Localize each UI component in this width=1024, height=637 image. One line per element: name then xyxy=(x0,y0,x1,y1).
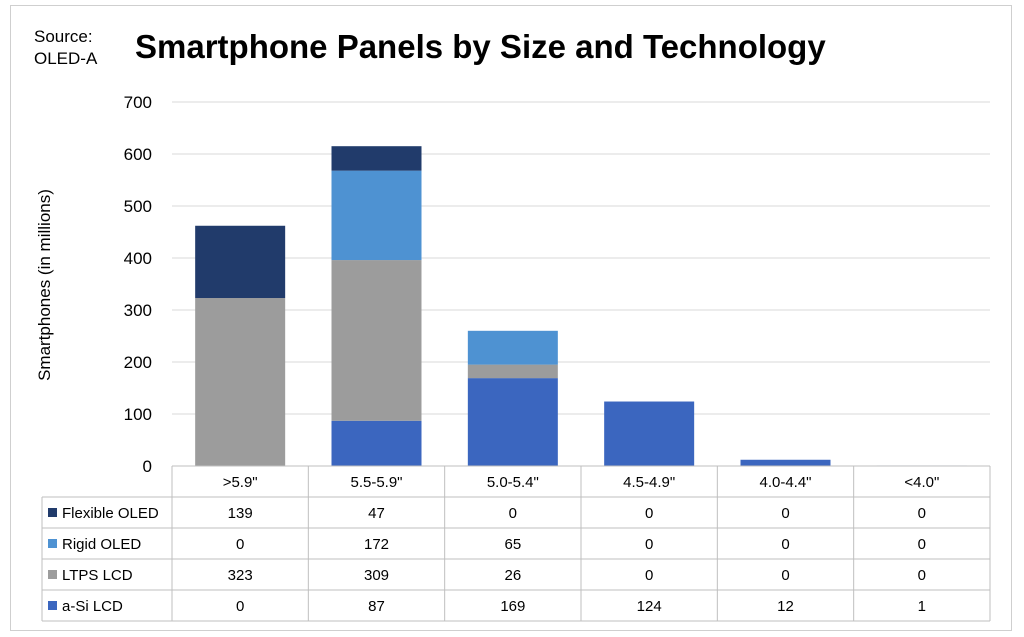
data-label: 1 xyxy=(918,598,926,615)
y-tick-label: 0 xyxy=(143,457,152,476)
source-note: Source: OLED-A xyxy=(34,26,97,70)
data-label: 0 xyxy=(645,567,653,584)
bar-a-si-lcd xyxy=(740,459,831,466)
category-label: 5.0-5.4" xyxy=(487,474,539,491)
category-label: <4.0" xyxy=(904,474,939,491)
category-label: 4.5-4.9" xyxy=(623,474,675,491)
source-value: OLED-A xyxy=(34,49,98,68)
bar-ltps-lcd xyxy=(467,364,558,379)
data-label: 323 xyxy=(228,567,253,584)
data-label: 87 xyxy=(368,598,385,615)
bar-ltps-lcd xyxy=(195,298,286,466)
y-tick-label: 600 xyxy=(124,145,152,164)
source-label: Source: xyxy=(34,27,93,46)
data-label: 0 xyxy=(236,536,244,553)
category-label: >5.9" xyxy=(223,474,258,491)
legend-key xyxy=(48,508,57,517)
bar-rigid-oled xyxy=(331,170,422,261)
bar-rigid-oled xyxy=(467,330,558,365)
bar-a-si-lcd xyxy=(331,420,422,466)
bar-a-si-lcd xyxy=(467,378,558,466)
data-label: 309 xyxy=(364,567,389,584)
data-label: 139 xyxy=(228,505,253,522)
data-label: 0 xyxy=(781,536,789,553)
legend-label: Rigid OLED xyxy=(62,536,141,553)
data-label: 0 xyxy=(781,567,789,584)
legend-label: Flexible OLED xyxy=(62,505,159,522)
category-label: 4.0-4.4" xyxy=(759,474,811,491)
data-label: 0 xyxy=(918,505,926,522)
bar-flexible-oled xyxy=(195,225,286,299)
data-label: 124 xyxy=(637,598,662,615)
y-tick-label: 500 xyxy=(124,197,152,216)
data-label: 0 xyxy=(645,505,653,522)
data-label: 172 xyxy=(364,536,389,553)
legend-key xyxy=(48,570,57,579)
data-label: 26 xyxy=(504,567,521,584)
bar-a-si-lcd xyxy=(604,401,695,466)
data-label: 169 xyxy=(500,598,525,615)
chart-title: Smartphone Panels by Size and Technology xyxy=(135,28,826,65)
y-tick-label: 200 xyxy=(124,353,152,372)
legend-key xyxy=(48,539,57,548)
y-tick-label: 700 xyxy=(124,93,152,112)
legend-key xyxy=(48,601,57,610)
data-label: 0 xyxy=(509,505,517,522)
y-tick-label: 100 xyxy=(124,405,152,424)
category-label: 5.5-5.9" xyxy=(350,474,402,491)
data-label: 0 xyxy=(918,567,926,584)
data-label: 65 xyxy=(504,536,521,553)
bar-ltps-lcd xyxy=(331,260,422,421)
data-label: 12 xyxy=(777,598,794,615)
legend-label: a-Si LCD xyxy=(62,598,123,615)
data-label: 47 xyxy=(368,505,385,522)
y-tick-label: 300 xyxy=(124,301,152,320)
data-label: 0 xyxy=(918,536,926,553)
chart-frame xyxy=(10,5,1012,631)
legend-label: LTPS LCD xyxy=(62,567,133,584)
y-tick-label: 400 xyxy=(124,249,152,268)
data-label: 0 xyxy=(236,598,244,615)
data-label: 0 xyxy=(781,505,789,522)
bar-flexible-oled xyxy=(331,146,422,171)
data-label: 0 xyxy=(645,536,653,553)
